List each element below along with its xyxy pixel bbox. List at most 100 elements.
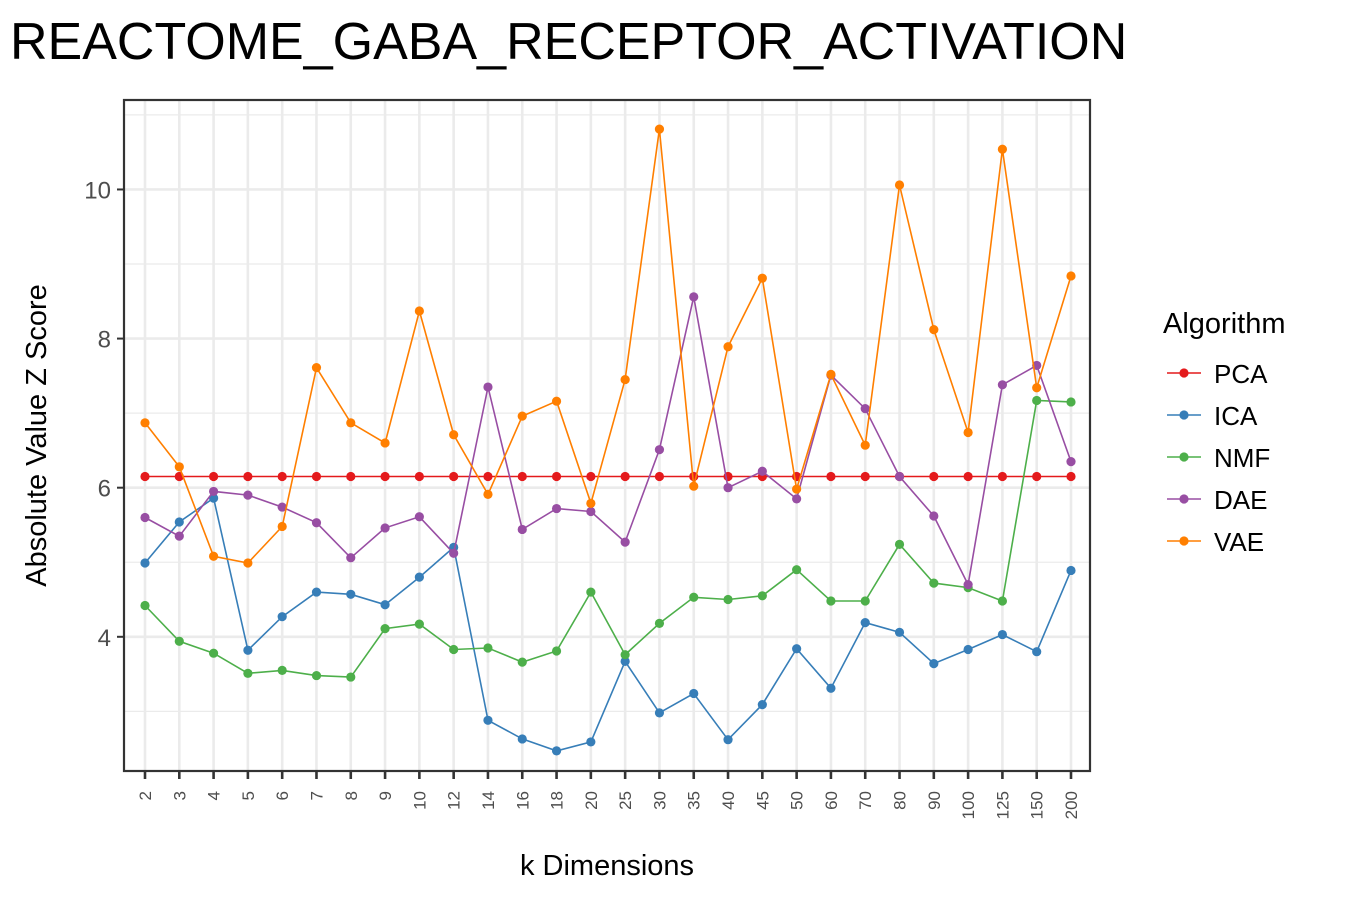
point-nmf <box>586 587 596 597</box>
point-ica <box>1032 647 1042 657</box>
series-line-dae <box>144 296 1072 588</box>
point-vae <box>483 489 493 499</box>
point-dae <box>140 512 150 523</box>
point-vae <box>723 342 733 352</box>
legend-key-point-ica <box>1179 410 1189 420</box>
point-vae <box>689 481 699 491</box>
point-ica <box>620 656 630 667</box>
legend-title: Algorithm <box>1163 308 1286 340</box>
point-nmf <box>380 623 390 634</box>
legend-label-dae: DAE <box>1214 485 1267 515</box>
point-dae <box>277 502 287 512</box>
point-ica <box>826 683 836 693</box>
x-tick-label: 125 <box>993 791 1012 819</box>
x-tick-label: 8 <box>342 791 361 800</box>
point-dae <box>414 512 424 522</box>
point-dae <box>380 523 390 533</box>
point-ica <box>208 493 219 503</box>
y-tick-label: 8 <box>98 327 111 354</box>
point-pca <box>654 471 665 482</box>
point-ica <box>689 688 699 699</box>
point-nmf <box>929 578 939 588</box>
x-tick-label: 80 <box>891 791 910 810</box>
point-ica <box>792 644 802 654</box>
point-vae <box>208 551 219 561</box>
x-tick-label: 6 <box>273 791 292 800</box>
chart-title: REACTOME_GABA_RECEPTOR_ACTIVATION <box>10 13 1128 71</box>
grid-minor <box>124 114 1090 713</box>
point-nmf <box>757 591 767 601</box>
point-vae <box>929 325 939 335</box>
point-ica <box>414 572 424 582</box>
point-ica <box>723 735 733 745</box>
point-ica <box>551 746 562 756</box>
point-nmf <box>243 668 253 678</box>
point-dae <box>723 483 733 493</box>
point-dae <box>757 466 767 476</box>
x-tick-label: 70 <box>856 791 875 810</box>
x-tick-label: 3 <box>170 791 189 800</box>
point-pca <box>860 471 870 482</box>
point-vae <box>551 396 562 406</box>
x-tick-label: 18 <box>548 791 567 810</box>
x-tick-label: 12 <box>445 791 464 810</box>
point-ica <box>929 659 939 669</box>
point-pca <box>997 471 1008 482</box>
point-nmf <box>620 650 630 660</box>
point-nmf <box>277 665 287 675</box>
x-tick-label: 25 <box>616 791 635 810</box>
point-nmf <box>689 592 699 602</box>
point-dae <box>1066 456 1076 467</box>
point-vae <box>517 411 527 421</box>
y-tick-label: 6 <box>98 476 111 503</box>
grid-major <box>124 100 1090 771</box>
point-dae <box>620 537 630 547</box>
point-vae <box>894 180 905 190</box>
point-vae <box>1032 383 1042 393</box>
y-axis-title: Absolute Value Z Score <box>21 284 53 587</box>
point-ica <box>277 612 287 622</box>
point-nmf <box>997 596 1008 606</box>
legend-label-nmf: NMF <box>1214 443 1270 473</box>
point-dae <box>689 292 699 302</box>
series-line-ica <box>144 496 1072 752</box>
point-nmf <box>723 594 733 605</box>
point-ica <box>757 700 767 710</box>
point-pca <box>1032 471 1042 482</box>
point-nmf <box>654 618 665 628</box>
point-vae <box>346 418 356 428</box>
legend-key-point-dae <box>1179 494 1189 504</box>
point-vae <box>449 430 459 440</box>
x-tick-label: 200 <box>1062 791 1081 819</box>
point-nmf <box>894 539 905 549</box>
point-pca <box>277 471 287 482</box>
point-vae <box>311 363 322 373</box>
x-tick-label: 2 <box>136 791 155 800</box>
panel-border <box>122 98 1092 773</box>
point-dae <box>929 511 939 521</box>
point-pca <box>243 471 253 482</box>
x-tick-label: 40 <box>719 791 738 810</box>
x-tick-label: 14 <box>479 791 498 810</box>
point-ica <box>243 645 253 655</box>
point-ica <box>654 708 665 718</box>
x-tick-label: 16 <box>513 791 532 810</box>
point-nmf <box>346 672 356 682</box>
point-vae <box>620 374 630 385</box>
point-nmf <box>140 600 150 611</box>
x-tick-label: 10 <box>410 791 429 810</box>
point-pca <box>208 471 219 482</box>
point-vae <box>1066 271 1076 281</box>
point-ica <box>860 618 870 628</box>
legend-label-ica: ICA <box>1214 401 1258 431</box>
point-pca <box>414 471 424 482</box>
point-ica <box>1066 565 1076 576</box>
point-dae <box>894 471 905 482</box>
legend-label-pca: PCA <box>1214 359 1268 389</box>
point-nmf <box>449 644 459 655</box>
point-ica <box>483 715 493 725</box>
point-ica <box>174 517 184 527</box>
x-tick-label: 5 <box>239 791 258 800</box>
point-ica <box>894 627 905 637</box>
